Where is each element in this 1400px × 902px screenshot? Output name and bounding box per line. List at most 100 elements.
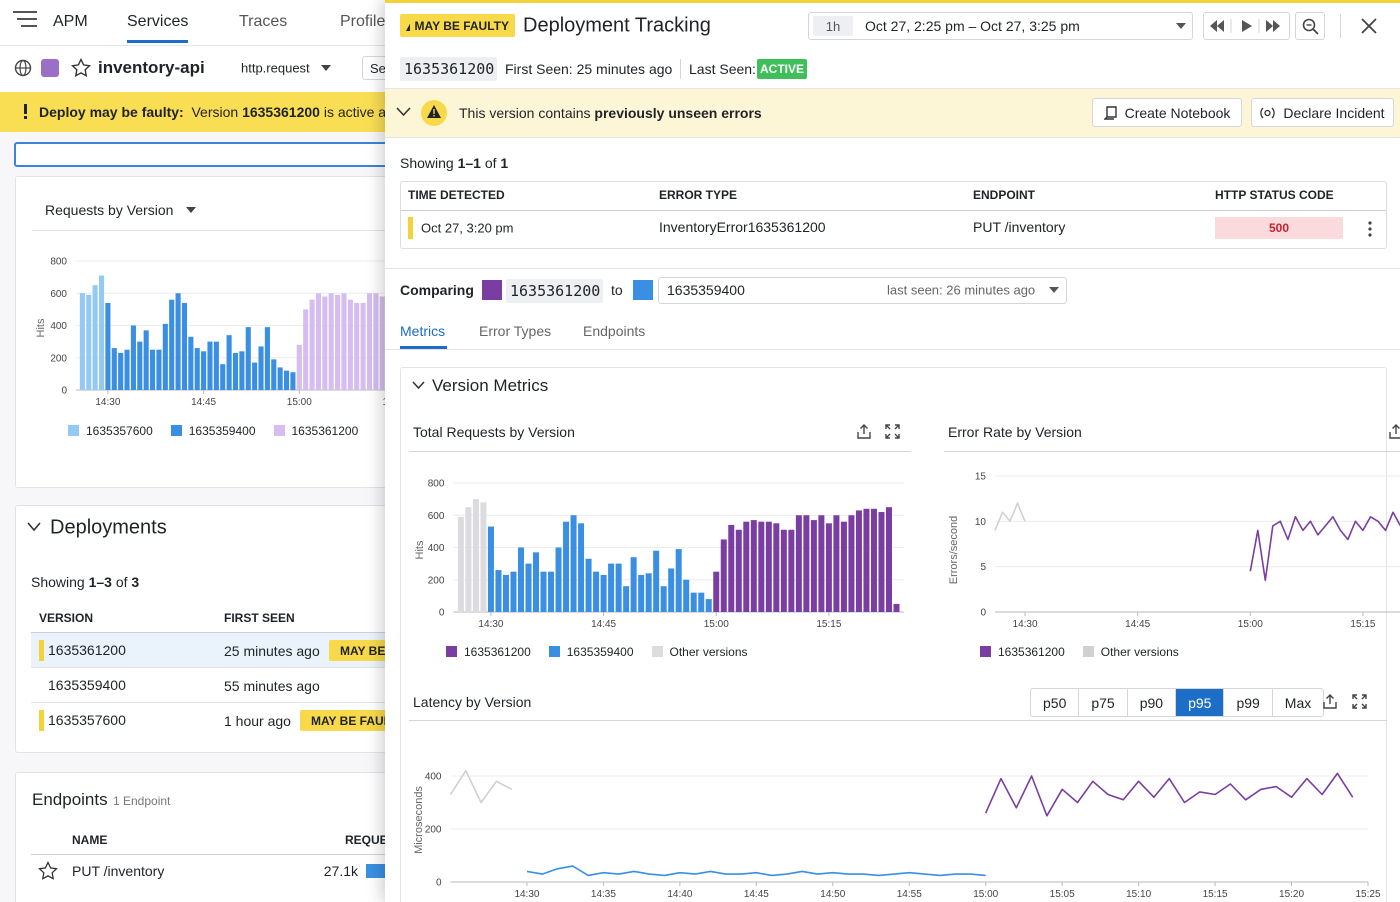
caret: [1176, 23, 1186, 29]
export-icon[interactable]: [1323, 694, 1337, 709]
bar: [638, 574, 645, 612]
declare-incident-button[interactable]: Declare Incident: [1251, 98, 1394, 127]
legend-item: 1635359400: [170, 424, 256, 438]
close-icon[interactable]: [1361, 18, 1377, 34]
bar: [833, 515, 840, 612]
percentile-option[interactable]: p90: [1128, 689, 1177, 716]
percentile-option[interactable]: p50: [1031, 689, 1080, 716]
percentile-option[interactable]: p99: [1224, 689, 1273, 716]
bar: [373, 293, 379, 390]
version[interactable]: 1635359400: [48, 677, 126, 693]
caret: [321, 65, 331, 71]
x-tick-label: 14:30: [514, 889, 539, 900]
y-tick-label: 600: [428, 511, 445, 522]
bar: [675, 549, 682, 612]
percentile-selector: p50 p75 p90 p95 p99 Max: [1030, 688, 1325, 717]
search-input[interactable]: [14, 142, 394, 167]
tab[interactable]: Endpoints: [583, 323, 646, 339]
bar: [309, 299, 315, 390]
operation-select[interactable]: http.request: [241, 60, 310, 76]
legend-item: 1635361200: [446, 645, 531, 659]
y-tick-label: 200: [428, 575, 445, 586]
bar: [290, 372, 296, 390]
y-tick-label: 600: [50, 289, 67, 300]
bar: [735, 529, 742, 612]
nav-tab[interactable]: Services: [127, 13, 189, 30]
bar: [698, 592, 705, 612]
row-marker: [408, 217, 413, 239]
divider: [409, 451, 911, 452]
time-selector[interactable]: [808, 12, 1193, 40]
bar: [758, 521, 765, 612]
endpoint-name[interactable]: PUT /inventory: [72, 863, 165, 879]
compare-select[interactable]: [658, 277, 1067, 304]
bar: [366, 293, 373, 390]
collapse-icon[interactable]: [396, 107, 411, 117]
y-tick-label: 800: [50, 257, 67, 268]
tab[interactable]: Error Types: [479, 323, 552, 339]
bar: [347, 299, 353, 390]
nav-brand[interactable]: APM: [53, 13, 88, 30]
bar: [194, 348, 200, 390]
bar: [303, 309, 309, 390]
bar: [803, 515, 810, 612]
compare-version: 1635359400: [667, 282, 745, 298]
bar: [690, 592, 697, 612]
export-icon[interactable]: [857, 424, 871, 439]
bar: [548, 571, 555, 612]
chart-title[interactable]: Requests by Version: [45, 202, 174, 218]
time-preset[interactable]: 1h: [813, 16, 853, 36]
section-title: Endpoints: [32, 790, 108, 809]
x-tick-label: 15:15: [1203, 889, 1228, 900]
endpoints-card: [15, 772, 395, 902]
bar: [855, 510, 862, 612]
percentile-option[interactable]: p75: [1079, 689, 1128, 716]
favorite-icon[interactable]: [71, 58, 91, 78]
nav-tab[interactable]: Profiles: [340, 13, 394, 30]
x-tick-label: 14:45: [744, 889, 769, 900]
collapse-icon[interactable]: [27, 522, 41, 532]
row-menu-icon[interactable]: [1367, 221, 1373, 237]
tab[interactable]: Metrics: [400, 323, 446, 339]
warning-icon: [421, 100, 447, 126]
percentile-option[interactable]: p95: [1176, 689, 1225, 716]
x-tick-label: 14:50: [820, 889, 845, 900]
fullscreen-icon[interactable]: [885, 424, 900, 439]
x-tick-label: 14:45: [1125, 619, 1150, 630]
create-notebook-button[interactable]: Create Notebook: [1092, 98, 1242, 127]
legend-swatch: [548, 646, 560, 657]
bar: [728, 524, 735, 612]
zoom-icon: [1302, 18, 1319, 35]
time-detected: Oct 27, 3:20 pm: [421, 220, 514, 236]
x-tick-label: 14:30: [95, 397, 120, 408]
bar: [502, 574, 509, 612]
divider: [32, 230, 392, 231]
percentile-option[interactable]: Max: [1284, 694, 1312, 711]
version[interactable]: 1635357600: [48, 712, 126, 728]
showing-range: 1–1: [457, 155, 481, 171]
fullscreen-icon[interactable]: [1352, 694, 1367, 709]
zoom-button[interactable]: [1295, 12, 1325, 40]
playback-icons[interactable]: [1209, 19, 1285, 33]
banner-text: Deploy may be faulty: Version 1635361200…: [39, 104, 386, 120]
error-rate-chart: Errors/second 0 5 10 15 14:30 14:45 15:00 15:15: [948, 472, 1400, 630]
collapse-icon[interactable]: [412, 381, 425, 390]
bar: [472, 499, 479, 612]
error-type[interactable]: InventoryError1635361200: [659, 219, 826, 235]
version[interactable]: 1635361200: [48, 642, 126, 658]
showing-label: Showing: [31, 574, 85, 590]
divider: [385, 88, 1400, 89]
nav-active-indicator: [127, 40, 188, 43]
menu-icon[interactable]: [13, 10, 39, 30]
legend-label: 1635359400: [566, 645, 634, 659]
bar: [795, 515, 802, 612]
service-name: inventory-api: [98, 58, 205, 77]
export-icon[interactable]: [1389, 424, 1400, 439]
nav-tab[interactable]: Traces: [239, 13, 288, 30]
favorite-icon[interactable]: [38, 861, 58, 881]
legend-swatch: [273, 425, 285, 436]
line: [984, 772, 1354, 817]
divider: [409, 720, 1387, 721]
bar: [143, 330, 149, 390]
